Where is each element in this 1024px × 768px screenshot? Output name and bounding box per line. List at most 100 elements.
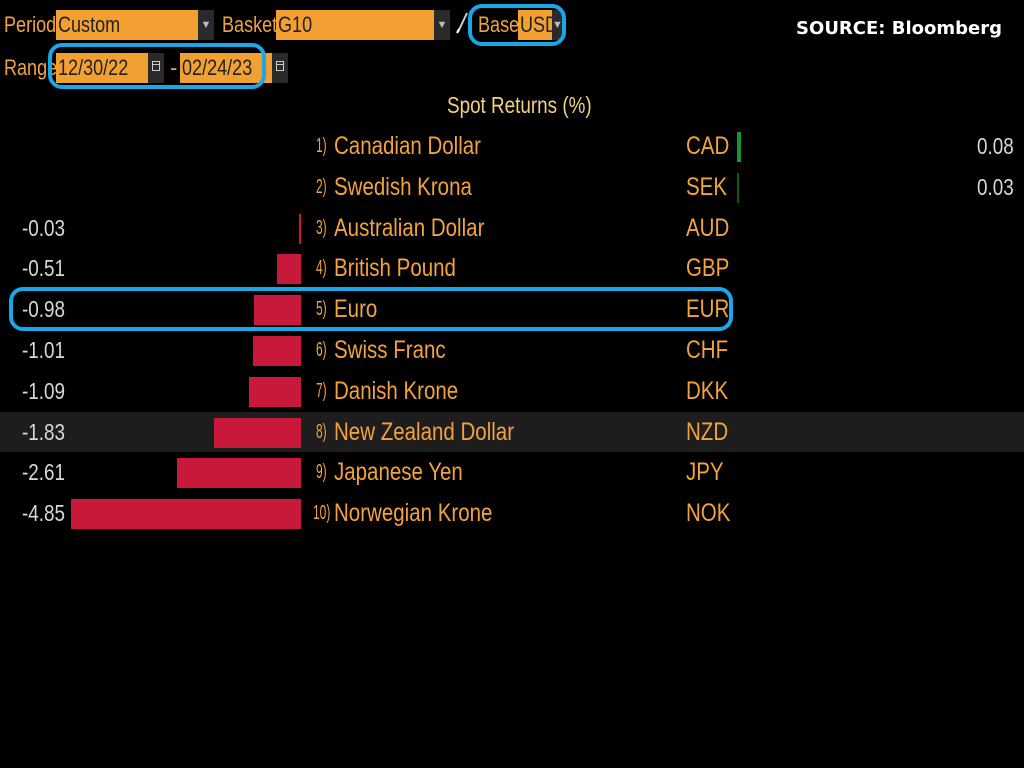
currency-name-text: Swiss Franc bbox=[334, 336, 446, 364]
table-row[interactable]: -0.98 5) Euro EUR bbox=[0, 289, 1024, 329]
currency-name[interactable]: New Zealand Dollar bbox=[334, 417, 554, 447]
currency-code: CHF bbox=[686, 335, 737, 365]
row-number-text: 5) bbox=[316, 298, 327, 321]
currency-code: NOK bbox=[686, 498, 740, 528]
return-value: -1.09 bbox=[22, 376, 74, 406]
return-bar bbox=[214, 417, 301, 448]
period-field[interactable]: Custom bbox=[56, 10, 198, 40]
row-number: 6) bbox=[316, 335, 334, 365]
currency-name-text: Euro bbox=[334, 295, 378, 324]
basket-chevron-down-icon[interactable]: ▼ bbox=[434, 10, 450, 40]
return-value-text: -0.03 bbox=[22, 214, 65, 241]
currency-code-text: SEK bbox=[686, 172, 728, 201]
currency-name-text: Swedish Krona bbox=[334, 172, 472, 201]
currency-name-text: Norwegian Krone bbox=[334, 499, 493, 528]
basket-field[interactable]: G10 bbox=[276, 10, 434, 40]
source-label: SOURCE: Bloomberg bbox=[796, 18, 1002, 39]
row-number-text: 1) bbox=[316, 135, 327, 157]
return-value-text: -2.61 bbox=[22, 459, 65, 486]
row-number-text: 8) bbox=[316, 420, 327, 443]
row-number: 1) bbox=[316, 131, 334, 161]
currency-name-text: Australian Dollar bbox=[334, 213, 485, 242]
basket-label: Basket bbox=[222, 12, 278, 37]
return-bar bbox=[737, 132, 741, 162]
row-number: 4) bbox=[316, 253, 334, 283]
row-number-text: 6) bbox=[316, 339, 327, 361]
currency-name[interactable]: Canadian Dollar bbox=[334, 131, 513, 161]
return-bar bbox=[177, 458, 301, 489]
return-value-text: 0.08 bbox=[977, 133, 1014, 159]
pencil-icon[interactable] bbox=[455, 10, 469, 34]
currency-code-text: NZD bbox=[686, 417, 729, 446]
row-number: 2) bbox=[316, 172, 334, 202]
return-bar bbox=[737, 172, 739, 203]
currency-code-text: CHF bbox=[686, 336, 729, 364]
currency-name[interactable]: Australian Dollar bbox=[334, 213, 517, 243]
table-row[interactable]: -0.51 4) British Pound GBP bbox=[0, 248, 1024, 288]
return-bar bbox=[249, 376, 301, 407]
currency-name[interactable]: Swiss Franc bbox=[334, 335, 470, 365]
currency-name-text: Japanese Yen bbox=[334, 458, 463, 487]
currency-name-text: Canadian Dollar bbox=[334, 132, 482, 160]
currency-code: JPY bbox=[686, 457, 732, 487]
range-end-calendar-icon[interactable] bbox=[272, 53, 288, 83]
range-end-field[interactable]: 02/24/23 bbox=[180, 53, 272, 83]
currency-code-text: JPY bbox=[686, 458, 724, 487]
table-row[interactable]: -1.83 8) New Zealand Dollar NZD bbox=[0, 411, 1024, 452]
currency-name[interactable]: Swedish Krona bbox=[334, 172, 502, 202]
return-value-text: -0.98 bbox=[22, 296, 65, 323]
table-row[interactable]: -1.01 6) Swiss Franc CHF bbox=[0, 330, 1024, 370]
return-value-text: -1.83 bbox=[22, 418, 65, 445]
row-number: 8) bbox=[316, 417, 334, 447]
base-chevron-down-icon[interactable]: ▼ bbox=[552, 10, 563, 40]
currency-name-text: Danish Krone bbox=[334, 376, 459, 405]
range-start-field[interactable]: 12/30/22 bbox=[56, 53, 148, 83]
euro-row-highlight bbox=[9, 287, 733, 331]
row-number: 9) bbox=[316, 457, 334, 487]
return-bar bbox=[299, 213, 301, 244]
return-bar bbox=[253, 336, 301, 366]
currency-code: GBP bbox=[686, 253, 739, 283]
table-row[interactable]: -0.03 3) Australian Dollar AUD bbox=[0, 208, 1024, 248]
currency-code-text: DKK bbox=[686, 376, 729, 405]
currency-name[interactable]: British Pound bbox=[334, 253, 483, 283]
return-value: -1.01 bbox=[22, 335, 74, 365]
currency-code: CAD bbox=[686, 131, 739, 161]
row-number: 5) bbox=[316, 294, 334, 324]
chart-title: Spot Returns (%) bbox=[447, 92, 592, 118]
table-row[interactable]: -1.09 7) Danish Krone DKK bbox=[0, 371, 1024, 411]
currency-code-text: AUD bbox=[686, 213, 730, 242]
currency-name-text: New Zealand Dollar bbox=[334, 417, 515, 446]
range-highlight bbox=[48, 43, 266, 89]
currency-code-text: GBP bbox=[686, 254, 730, 283]
row-number: 10) bbox=[313, 498, 342, 528]
return-value: -0.98 bbox=[22, 294, 74, 324]
period-label: Period bbox=[4, 12, 57, 37]
period-chevron-down-icon[interactable]: ▼ bbox=[198, 10, 214, 40]
return-value: -0.03 bbox=[22, 213, 74, 243]
currency-code: AUD bbox=[686, 213, 739, 243]
return-value-text: -4.85 bbox=[22, 500, 65, 527]
return-value-text: 0.03 bbox=[977, 173, 1014, 200]
currency-name-text: British Pound bbox=[334, 254, 456, 283]
row-number-text: 2) bbox=[316, 175, 327, 198]
range-start-calendar-icon[interactable] bbox=[148, 53, 164, 83]
table-row[interactable]: -4.85 10) Norwegian Krone NOK bbox=[0, 493, 1024, 533]
currency-name[interactable]: Japanese Yen bbox=[334, 457, 491, 487]
currency-code-text: NOK bbox=[686, 499, 731, 528]
return-bar bbox=[276, 254, 301, 285]
range-separator: - bbox=[170, 55, 178, 80]
return-value-text: -1.09 bbox=[22, 377, 65, 404]
return-value: 0.03 bbox=[969, 172, 1014, 202]
row-number-text: 10) bbox=[313, 502, 331, 525]
currency-code-text: CAD bbox=[686, 132, 730, 160]
currency-name[interactable]: Danish Krone bbox=[334, 376, 485, 406]
table-row[interactable]: -2.61 9) Japanese Yen JPY bbox=[0, 452, 1024, 492]
row-number-text: 7) bbox=[316, 379, 327, 402]
table-row[interactable]: 0.08 1) Canadian Dollar CAD bbox=[0, 126, 1024, 166]
base-field[interactable]: USD bbox=[518, 10, 552, 40]
currency-name[interactable]: Euro bbox=[334, 294, 387, 324]
row-number-text: 4) bbox=[316, 257, 327, 280]
table-row[interactable]: 0.03 2) Swedish Krona SEK bbox=[0, 167, 1024, 207]
currency-name[interactable]: Norwegian Krone bbox=[334, 498, 527, 528]
